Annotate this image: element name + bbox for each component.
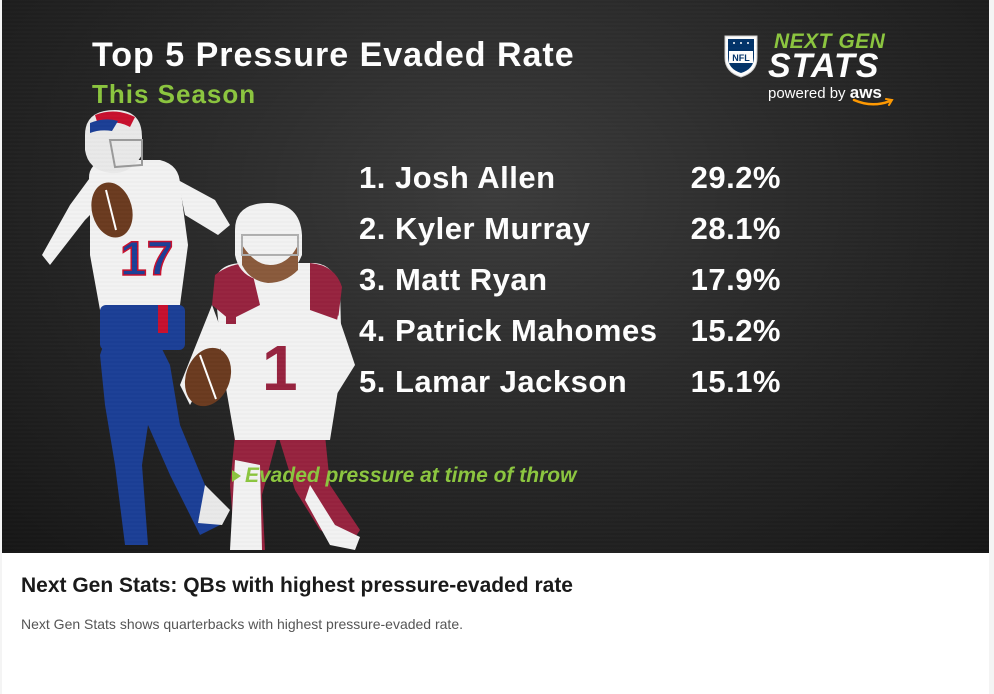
ranking-player-name: 2. Kyler Murray bbox=[359, 211, 591, 246]
caption-description: Next Gen Stats shows quarterbacks with h… bbox=[21, 616, 463, 632]
quarterbacks-photo: 17 1 bbox=[42, 110, 360, 550]
caption-title[interactable]: Next Gen Stats: QBs with highest pressur… bbox=[21, 574, 573, 597]
ranking-row: 5. Lamar Jackson 15.1% bbox=[359, 364, 799, 415]
powered-by-text: powered by aws bbox=[768, 83, 882, 103]
ranking-player-name: 4. Patrick Mahomes bbox=[359, 313, 658, 348]
ranking-value: 15.1% bbox=[690, 364, 781, 399]
nfl-logo-text: NFL bbox=[732, 53, 750, 63]
stats-graphic[interactable]: Top 5 Pressure Evaded Rate This Season N… bbox=[2, 0, 989, 553]
cardinals-quarterback-figure: 1 bbox=[180, 203, 360, 550]
ranking-player-name: 5. Lamar Jackson bbox=[359, 364, 628, 399]
logo-line-stats: STATS bbox=[768, 47, 880, 85]
next-gen-stats-logo: NFL NEXT GEN STATS powered by aws bbox=[722, 30, 912, 110]
graphic-footnote: Evaded pressure at time of throw bbox=[232, 464, 576, 488]
ranking-value: 29.2% bbox=[690, 160, 781, 195]
ranking-player-name: 3. Matt Ryan bbox=[359, 262, 548, 297]
ranking-player-name: 1. Josh Allen bbox=[359, 160, 556, 195]
nfl-shield-icon: NFL bbox=[724, 35, 758, 78]
ranking-row: 4. Patrick Mahomes 15.2% bbox=[359, 313, 799, 364]
aws-label: aws bbox=[849, 83, 882, 102]
ranking-row: 1. Josh Allen 29.2% bbox=[359, 160, 799, 211]
graphic-subtitle: This Season bbox=[92, 79, 257, 109]
ranking-row: 3. Matt Ryan 17.9% bbox=[359, 262, 799, 313]
aws-smile-icon bbox=[852, 98, 894, 106]
ranking-value: 17.9% bbox=[690, 262, 781, 297]
ranking-value: 15.2% bbox=[690, 313, 781, 348]
powered-by-label: powered by bbox=[768, 85, 846, 102]
cardinals-jersey-number: 1 bbox=[262, 332, 298, 404]
caption-block: Next Gen Stats: QBs with highest pressur… bbox=[2, 553, 989, 694]
play-arrow-icon bbox=[232, 470, 241, 483]
bills-jersey-number: 17 bbox=[120, 233, 173, 286]
bills-quarterback-figure: 17 bbox=[42, 110, 230, 545]
footnote-text: Evaded pressure at time of throw bbox=[245, 464, 577, 487]
rankings-list: 1. Josh Allen 29.2% 2. Kyler Murray 28.1… bbox=[359, 160, 799, 415]
ranking-row: 2. Kyler Murray 28.1% bbox=[359, 211, 799, 262]
logo-line-next-gen: NEXT GEN bbox=[774, 30, 886, 53]
ranking-value: 28.1% bbox=[690, 211, 781, 246]
graphic-title: Top 5 Pressure Evaded Rate bbox=[92, 36, 575, 74]
